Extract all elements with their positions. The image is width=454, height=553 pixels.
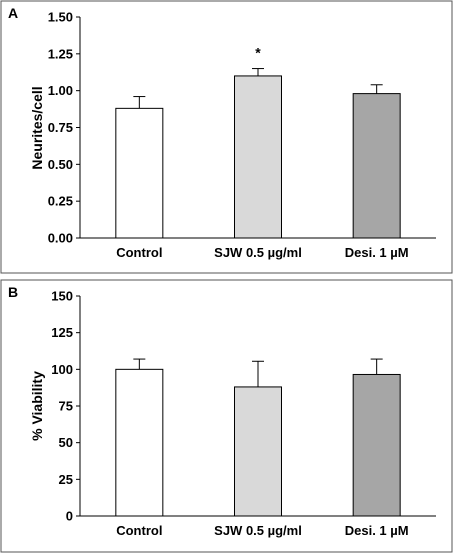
panel-b-y-tick-label: 125 [51, 325, 73, 340]
panel-a-y-tick-label: 0.25 [48, 194, 73, 209]
panel-b-y-tick-label: 100 [51, 362, 73, 377]
panel-a-y-tick-label: 0.00 [48, 231, 73, 246]
panel-b-bar [234, 386, 282, 517]
panel-a: A Neurites/cell 0.00 0.25 0.50 0.75 1.00 1.25… [0, 0, 453, 274]
panel-a-bar [234, 75, 282, 239]
panel-b-bar [115, 368, 164, 517]
panel-a-bar [115, 107, 164, 239]
panel-b-y-tick-label: 25 [59, 472, 73, 487]
panel-a-frame [0, 0, 453, 274]
panel-b-category-label: Control [116, 523, 162, 538]
panel-a-category-label: Desi. 1 µM [345, 245, 409, 260]
panel-b-label: B [8, 284, 18, 300]
panel-b-y-axis-title: % Viability [29, 371, 45, 441]
panel-b-y-tick-label: 50 [59, 435, 73, 450]
panel-a-y-tick-label: 0.75 [48, 120, 73, 135]
panel-b-y-tick-label: 0 [66, 509, 73, 524]
panel-a-bar [352, 93, 401, 239]
panel-a-y-axis-title: Neurites/cell [29, 86, 45, 169]
panel-b-y-tick-label: 75 [59, 399, 73, 414]
panel-b-category-label: Desi. 1 µM [345, 523, 409, 538]
panel-a-y-tick-label: 1.25 [48, 46, 73, 61]
panel-a-plot: 0.00 0.25 0.50 0.75 1.00 1.25 1.50 Control * SJW … [48, 10, 436, 260]
panel-b-y-tick-label: 150 [51, 289, 73, 304]
panel-b-frame [0, 279, 453, 553]
panel-a-y-tick-label: 0.50 [48, 157, 73, 172]
panel-b-bar [352, 373, 401, 517]
panel-b-plot: 0 25 50 75 100 125 150 Control SJW 0.5 µg/ml Desi… [51, 289, 436, 538]
panel-a-y-tick-label: 1.00 [48, 83, 73, 98]
panel-a-y-tick-label: 1.50 [48, 10, 73, 25]
panel-b-category-label: SJW 0.5 µg/ml [214, 523, 302, 538]
panel-a-category-label: Control [116, 245, 162, 260]
panel-a-significance-marker: * [255, 45, 261, 61]
panel-a-category-label: SJW 0.5 µg/ml [214, 245, 302, 260]
panel-a-label: A [8, 5, 18, 21]
panel-b: B % Viability 0 25 50 75 100 125 150 Control SJW… [0, 279, 453, 553]
